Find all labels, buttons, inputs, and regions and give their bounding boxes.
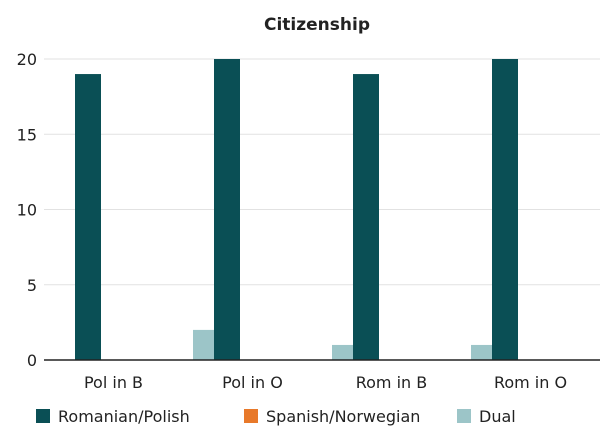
bar-romanian-polish-pol-in-b <box>75 74 101 361</box>
x-tick-label: Pol in B <box>84 373 143 392</box>
legend: Romanian/Polish Spanish/Norwegian Dual <box>36 407 516 426</box>
x-tick-labels: Pol in B Pol in O Rom in B Rom in O <box>84 373 567 392</box>
y-tick-label: 20 <box>17 50 37 69</box>
x-tick-label: Rom in B <box>356 373 428 392</box>
bars <box>75 59 518 361</box>
y-tick-label: 15 <box>17 125 37 144</box>
bar-romanian-polish-rom-in-b <box>353 74 379 361</box>
x-tick-label: Pol in O <box>222 373 283 392</box>
bar-romanian-polish-rom-in-o <box>492 59 518 360</box>
bar-romanian-polish-pol-in-o <box>214 59 240 360</box>
y-tick-label: 0 <box>27 351 37 370</box>
legend-label: Romanian/Polish <box>58 407 190 426</box>
bar-dual-rom-in-b <box>471 344 497 360</box>
y-tick-label: 10 <box>17 201 37 220</box>
bar-dual-pol-in-o <box>332 344 358 360</box>
chart-title: Citizenship <box>264 15 370 35</box>
y-tick-labels: 0 5 10 15 20 <box>17 50 37 370</box>
legend-swatch <box>457 409 471 423</box>
y-tick-label: 5 <box>27 276 37 295</box>
legend-label: Dual <box>479 407 516 426</box>
legend-label: Spanish/Norwegian <box>266 407 420 426</box>
legend-swatch <box>36 409 50 423</box>
x-tick-label: Rom in O <box>494 373 567 392</box>
legend-swatch <box>244 409 258 423</box>
